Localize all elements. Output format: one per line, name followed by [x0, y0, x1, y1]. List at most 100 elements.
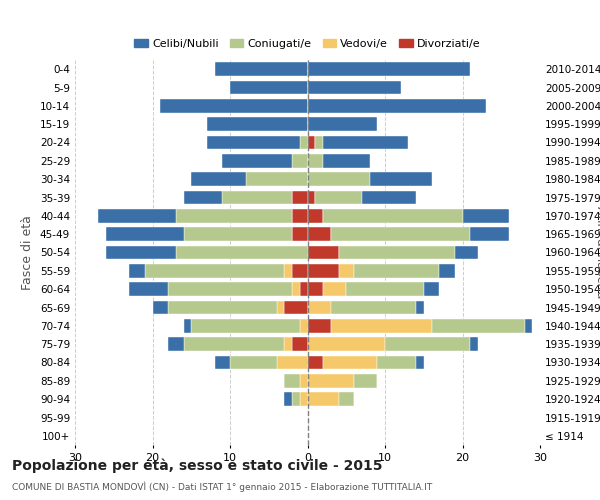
Y-axis label: Anni di nascita: Anni di nascita [594, 206, 600, 298]
Bar [470, 228, 509, 241]
Bar [308, 392, 338, 406]
Bar [300, 136, 308, 149]
Bar [331, 228, 470, 241]
Bar [385, 338, 470, 351]
Bar [308, 356, 323, 370]
Bar [431, 319, 524, 332]
Bar [338, 392, 354, 406]
Bar [230, 356, 277, 370]
Bar [308, 172, 370, 186]
Bar [323, 356, 377, 370]
Bar [300, 319, 308, 332]
Bar [323, 136, 408, 149]
Bar [300, 392, 308, 406]
Legend: Celibi/Nubili, Coniugati/e, Vedovi/e, Divorziati/e: Celibi/Nubili, Coniugati/e, Vedovi/e, Di… [130, 35, 485, 54]
Bar [308, 62, 470, 76]
Bar [230, 80, 308, 94]
Bar [308, 80, 401, 94]
Bar [168, 338, 184, 351]
Bar [308, 264, 338, 278]
Bar [152, 300, 168, 314]
Bar [98, 209, 176, 222]
Bar [439, 264, 455, 278]
Bar [129, 282, 168, 296]
Bar [292, 228, 308, 241]
Bar [284, 392, 292, 406]
Bar [207, 118, 308, 131]
Bar [416, 300, 424, 314]
Bar [338, 246, 455, 260]
Bar [207, 136, 300, 149]
Bar [308, 209, 323, 222]
Bar [354, 264, 439, 278]
Bar [308, 338, 385, 351]
Bar [308, 136, 315, 149]
Bar [362, 190, 416, 204]
Bar [215, 62, 308, 76]
Bar [331, 300, 416, 314]
Bar [308, 300, 331, 314]
Bar [284, 264, 292, 278]
Bar [308, 319, 331, 332]
Bar [222, 154, 292, 168]
Bar [308, 154, 323, 168]
Bar [160, 99, 308, 112]
Bar [292, 282, 300, 296]
Bar [184, 319, 191, 332]
Bar [315, 190, 362, 204]
Bar [331, 319, 431, 332]
Bar [106, 228, 184, 241]
Bar [377, 356, 416, 370]
Bar [284, 300, 308, 314]
Bar [424, 282, 439, 296]
Bar [470, 338, 478, 351]
Bar [129, 264, 145, 278]
Bar [308, 190, 315, 204]
Bar [292, 154, 308, 168]
Bar [346, 282, 424, 296]
Bar [215, 356, 230, 370]
Bar [277, 356, 308, 370]
Bar [308, 246, 338, 260]
Bar [284, 338, 292, 351]
Bar [277, 300, 284, 314]
Bar [455, 246, 478, 260]
Bar [292, 209, 308, 222]
Bar [184, 190, 222, 204]
Bar [106, 246, 176, 260]
Bar [315, 136, 323, 149]
Bar [338, 264, 354, 278]
Text: COMUNE DI BASTIA MONDOVÌ (CN) - Dati ISTAT 1° gennaio 2015 - Elaborazione TUTTIT: COMUNE DI BASTIA MONDOVÌ (CN) - Dati IST… [12, 482, 432, 492]
Bar [308, 374, 354, 388]
Bar [176, 246, 308, 260]
Bar [300, 374, 308, 388]
Bar [416, 356, 424, 370]
Bar [323, 154, 370, 168]
Bar [176, 209, 292, 222]
Bar [292, 338, 308, 351]
Bar [308, 99, 486, 112]
Bar [168, 300, 277, 314]
Bar [191, 319, 300, 332]
Y-axis label: Fasce di età: Fasce di età [22, 215, 34, 290]
Bar [300, 282, 308, 296]
Bar [524, 319, 532, 332]
Bar [292, 392, 300, 406]
Bar [184, 338, 284, 351]
Bar [354, 374, 377, 388]
Bar [370, 172, 431, 186]
Bar [323, 209, 463, 222]
Bar [463, 209, 509, 222]
Bar [145, 264, 284, 278]
Bar [292, 264, 308, 278]
Bar [245, 172, 308, 186]
Bar [222, 190, 292, 204]
Bar [308, 118, 377, 131]
Bar [323, 282, 346, 296]
Text: Popolazione per età, sesso e stato civile - 2015: Popolazione per età, sesso e stato civil… [12, 458, 383, 473]
Bar [168, 282, 292, 296]
Bar [308, 282, 323, 296]
Bar [308, 228, 331, 241]
Bar [184, 228, 292, 241]
Bar [284, 374, 300, 388]
